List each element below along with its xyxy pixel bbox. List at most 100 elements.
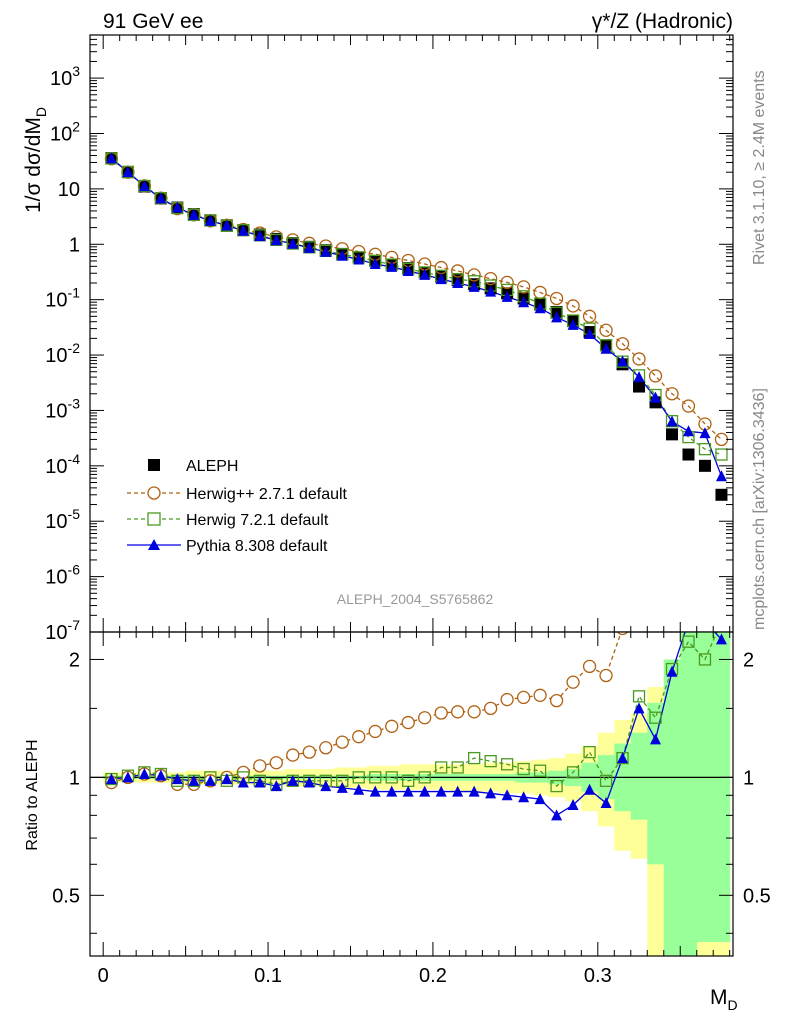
main-axes: 10-7 10-6 10-5 10-4 10-3 10-2 10-1 1 10 102 103 <box>45 34 733 644</box>
ratio-point-s2-3 <box>155 769 167 781</box>
main-point-s3-25 <box>518 296 530 308</box>
mcplots-reference-text: mcplots.cern.ch [arXiv:1306.3436] <box>751 388 768 630</box>
ratio-point-s1-37 <box>716 616 727 627</box>
main-y-tick-label: 10-7 <box>45 617 80 644</box>
main-point-s3-13 <box>320 245 332 257</box>
main-point-s3-34 <box>666 415 678 427</box>
ratio-band-green <box>630 732 648 820</box>
ratio-point-s2-18 <box>402 785 414 797</box>
ratio-point-s1-15 <box>352 771 365 784</box>
ratio-point-s1-16 <box>369 771 382 784</box>
ratio-point-s0-32 <box>633 615 645 627</box>
ratio-band-green <box>713 632 731 943</box>
ratio-point-s0-35 <box>682 615 694 627</box>
legend-label-aleph: ALEPH <box>186 458 238 475</box>
ratio-point-s1-28 <box>566 766 580 779</box>
main-point-s3-33 <box>650 391 662 403</box>
main-line-series-2 <box>111 157 722 456</box>
main-y-tick-label: 1 <box>69 234 80 256</box>
ratio-point-s0-31 <box>616 632 629 636</box>
ratio-point-s2-9 <box>254 776 266 788</box>
ratio-axes: 0 0.1 0.2 0.3 0.5 0.5 1 1 2 2 <box>52 632 771 987</box>
ratio-point-s2-12 <box>303 776 315 788</box>
main-point-s3-27 <box>551 311 563 323</box>
main-point-s3-0 <box>105 152 117 164</box>
ratio-point-s0-14 <box>335 735 349 749</box>
legend-marker-herwig72 <box>147 512 161 526</box>
legend-marker-aleph <box>148 459 160 471</box>
ratio-band-green <box>647 702 665 865</box>
main-point-s3-22 <box>468 280 480 292</box>
ratio-point-s1-36 <box>698 653 712 666</box>
main-point-s3-19 <box>419 268 431 280</box>
ratio-point-s2-11 <box>287 774 299 786</box>
ratio-point-s1-21 <box>451 761 464 774</box>
ratio-point-s0-13 <box>319 741 333 755</box>
ratio-point-s1-35 <box>682 635 695 648</box>
main-point-s3-5 <box>188 208 200 220</box>
ratio-point-s2-34 <box>666 665 678 677</box>
ratio-point-s0-25 <box>516 690 531 705</box>
main-point-s3-18 <box>402 264 414 276</box>
main-point-s3-16 <box>369 258 381 270</box>
legend-entry-herwig72: Herwig 7.2.1 default <box>127 512 329 529</box>
ratio-point-s1-29 <box>583 745 596 759</box>
ratio-y-axis-label: Ratio to ALEPH <box>24 739 41 850</box>
main-point-s1-27 <box>549 291 564 306</box>
legend-marker-herwigpp <box>147 486 161 500</box>
main-point-s3-12 <box>303 241 315 253</box>
main-line-series-1 <box>111 158 722 440</box>
ratio-point-s2-13 <box>320 780 332 792</box>
ratio-y-tick-label-right: 1 <box>743 767 754 789</box>
main-y-tick-label: 10-3 <box>45 395 80 422</box>
ratio-point-s0-19 <box>418 711 432 725</box>
ratio-point-s2-4 <box>171 773 183 785</box>
ratio-point-s1-27 <box>550 779 563 793</box>
ratio-y-tick-label-right: 0.5 <box>743 885 771 907</box>
main-point-s0-32 <box>633 380 646 393</box>
ratio-point-s1-20 <box>435 761 448 774</box>
rivet-version-text: Rivet 3.1.10, ≥ 2.4M events <box>751 70 768 265</box>
ratio-point-s2-0 <box>105 773 117 785</box>
main-point-s3-1 <box>122 166 134 178</box>
ratio-point-s0-11 <box>286 748 300 762</box>
main-point-s1-25 <box>516 280 531 294</box>
analysis-id-label: ALEPH_2004_S5765862 <box>337 591 494 607</box>
x-tick-label: 0.3 <box>584 965 612 987</box>
ratio-point-s1-32 <box>632 690 646 703</box>
main-point-s3-17 <box>386 260 398 272</box>
main-point-s1-24 <box>500 275 514 290</box>
ratio-point-s2-21 <box>452 785 464 797</box>
main-point-s3-29 <box>584 327 596 339</box>
ratio-point-s2-7 <box>221 773 233 785</box>
main-line-series-3 <box>111 157 723 477</box>
main-point-s1-33 <box>648 369 663 383</box>
main-point-s3-37 <box>715 470 727 482</box>
main-point-s3-26 <box>534 302 546 314</box>
ratio-point-s1-25 <box>517 762 530 776</box>
ratio-point-s2-22 <box>468 785 480 797</box>
legend-marker-pythia <box>148 539 160 550</box>
ratio-point-s0-16 <box>368 724 382 739</box>
ratio-point-s0-27 <box>549 693 564 708</box>
main-point-s3-2 <box>138 180 150 192</box>
main-point-s3-24 <box>501 290 513 302</box>
ratio-point-s1-33 <box>649 711 662 724</box>
ratio-point-s0-15 <box>352 730 366 744</box>
ratio-point-s2-31 <box>617 752 629 764</box>
ratio-point-s2-26 <box>534 793 546 805</box>
main-y-axis-label: 1/σ dσ/dMD <box>22 107 49 213</box>
ratio-point-s2-29 <box>584 783 596 795</box>
ratio-frame <box>89 631 734 957</box>
ratio-point-s2-5 <box>188 774 200 786</box>
legend-entry-herwigpp: Herwig++ 2.7.1 default <box>127 486 348 503</box>
ratio-point-s0-20 <box>434 706 448 720</box>
main-point-s3-21 <box>452 276 464 288</box>
main-point-s3-10 <box>270 234 282 246</box>
ratio-point-s0-30 <box>599 668 613 683</box>
ratio-point-s2-2 <box>138 768 150 780</box>
main-y-tick-label: 10-4 <box>45 451 80 478</box>
ratio-point-s0-29 <box>582 659 597 674</box>
ratio-point-s2-8 <box>237 776 249 788</box>
legend: ALEPH Herwig++ 2.7.1 default Herwig 7.2.… <box>127 458 348 555</box>
